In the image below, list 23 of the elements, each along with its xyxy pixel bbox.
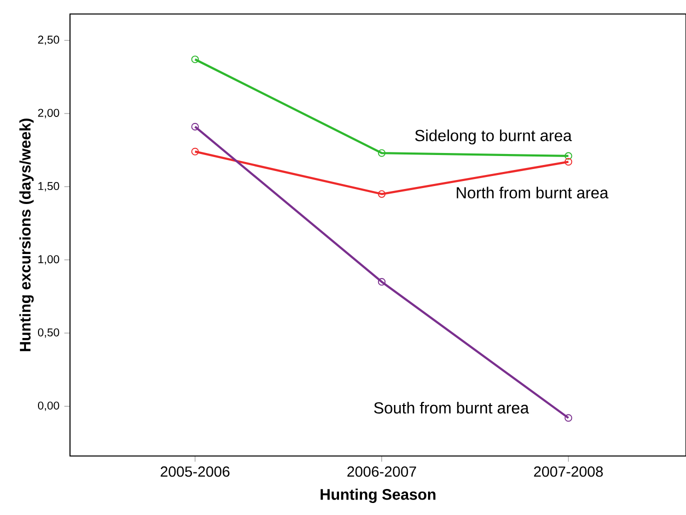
point bbox=[564, 152, 572, 160]
y-tick-label: 0,00 bbox=[38, 402, 60, 411]
y-axis-title: Hunting excursions (days/week) bbox=[19, 118, 34, 352]
point bbox=[191, 56, 199, 64]
point bbox=[564, 158, 572, 166]
series-label: North from burnt area bbox=[456, 186, 608, 198]
x-tick-label: 2007-2008 bbox=[534, 466, 603, 477]
x-tick-label: 2005-2006 bbox=[160, 466, 230, 477]
point bbox=[191, 148, 199, 156]
point bbox=[378, 149, 386, 157]
y-tick-label: 2,50 bbox=[38, 36, 60, 46]
y-tick-label: 2,00 bbox=[38, 108, 60, 118]
point bbox=[378, 190, 386, 198]
point bbox=[378, 278, 386, 286]
point bbox=[191, 122, 199, 130]
series-label: Sidelong to burnt area bbox=[415, 129, 572, 144]
x-axis-title: Hunting Season bbox=[320, 488, 436, 503]
point bbox=[564, 414, 572, 422]
series-label: South from burnt area bbox=[374, 402, 529, 414]
y-tick-label: 1,00 bbox=[38, 255, 60, 265]
y-tick-label: 1,50 bbox=[38, 182, 60, 192]
y-tick-label: 0,50 bbox=[38, 328, 60, 338]
x-tick-label: 2006-2007 bbox=[347, 466, 416, 477]
